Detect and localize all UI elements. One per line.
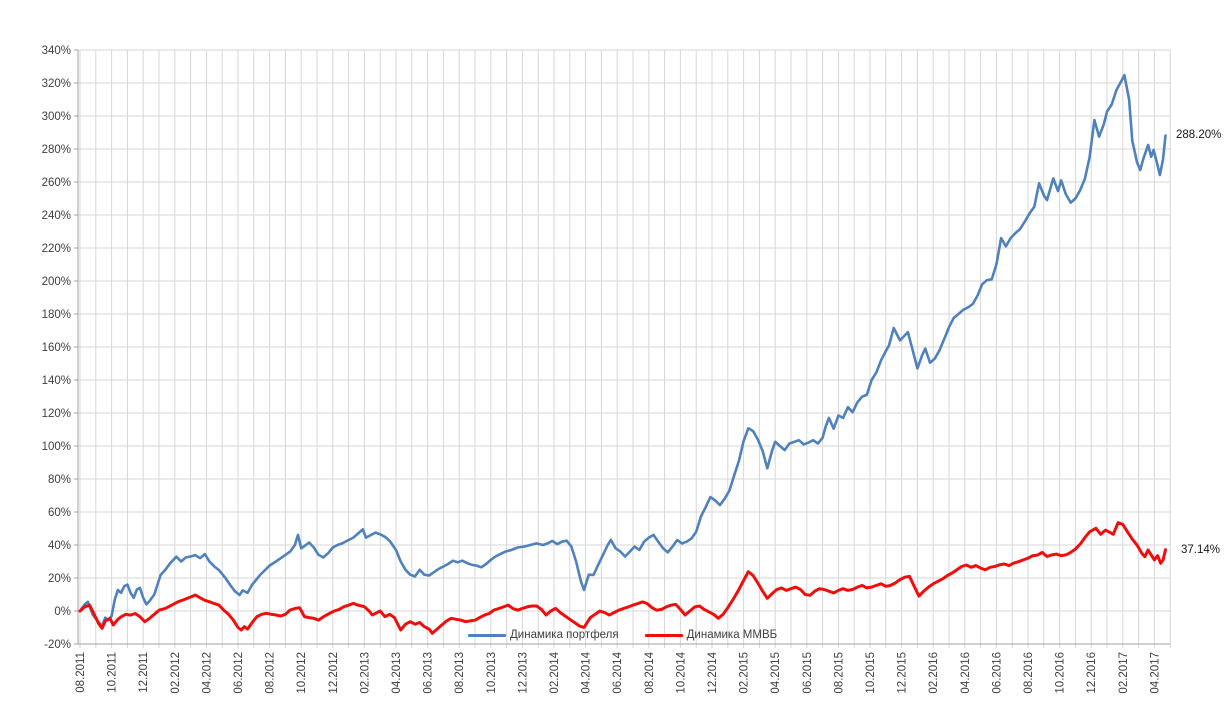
x-tick-label: 10.2011 [107, 652, 119, 693]
y-tick-label: 300% [42, 111, 71, 123]
y-tick-label: 80% [48, 474, 71, 486]
x-tick-label: 12.2016 [1086, 652, 1098, 694]
x-tick-label: 10.2013 [486, 652, 498, 694]
x-tick-label: 10.2012 [296, 652, 308, 694]
portfolio-series-line [78, 73, 1167, 628]
x-tick-label: 04.2012 [201, 652, 213, 694]
x-tick-label: 02.2012 [170, 652, 182, 694]
micex-line-swatch [644, 633, 683, 637]
x-tick-label: 08.2014 [644, 651, 656, 693]
x-tick-label: 10.2015 [865, 652, 877, 694]
x-tick-label: 08.2013 [454, 652, 466, 694]
legend: Динамика портфеля Динамика ММВБ [468, 629, 777, 641]
legend-item-portfolio: Динамика портфеля [468, 629, 619, 641]
x-tick-label: 12.2014 [707, 651, 719, 693]
x-tick-label: 02.2016 [928, 652, 940, 694]
y-tick-label: 140% [42, 375, 71, 387]
y-tick-label: 220% [42, 243, 71, 255]
x-tick-label: 04.2017 [1149, 652, 1161, 694]
y-tick-label: -20% [44, 639, 71, 651]
y-tick-label: 0% [54, 606, 71, 618]
y-tick-label: 40% [48, 540, 71, 552]
y-tick-label: 260% [42, 177, 71, 189]
y-tick-label: 160% [42, 342, 71, 354]
legend-item-micex: Динамика ММВБ [644, 629, 778, 641]
x-tick-label: 06.2015 [802, 652, 814, 694]
y-tick-label: 120% [42, 408, 71, 420]
x-tick-label: 04.2015 [770, 652, 782, 694]
x-tick-label: 10.2014 [675, 651, 687, 693]
legend-label-portfolio: Динамика портфеля [510, 629, 619, 641]
y-tick-label: 60% [48, 507, 71, 519]
y-tick-label: 200% [42, 276, 71, 288]
x-tick-label: 02.2014 [549, 651, 561, 693]
x-tick-label: 10.2016 [1055, 652, 1067, 694]
x-tick-label: 06.2014 [612, 651, 624, 693]
x-tick-label: 02.2015 [739, 652, 751, 694]
legend-label-micex: Динамика ММВБ [686, 629, 778, 641]
x-tick-label: 02.2017 [1118, 652, 1130, 694]
x-tick-label: 06.2013 [423, 652, 435, 694]
portfolio-end-value-label: 288.20% [1176, 129, 1222, 141]
x-tick-label: 08.2011 [75, 652, 87, 693]
y-tick-label: 320% [42, 78, 71, 90]
x-tick-label: 08.2015 [833, 652, 845, 694]
x-tick-label: 04.2013 [391, 652, 403, 694]
y-tick-label: 20% [48, 573, 71, 585]
portfolio-line-swatch [468, 633, 506, 637]
x-tick-label: 04.2016 [960, 652, 972, 694]
micex-series-line [78, 521, 1167, 635]
x-tick-label: 04.2014 [581, 651, 593, 693]
x-tick-label: 12.2015 [897, 652, 909, 694]
y-tick-label: 240% [42, 210, 71, 222]
x-tick-label: 02.2013 [359, 652, 371, 694]
x-tick-label: 08.2012 [265, 652, 277, 694]
x-tick-label: 12.2011 [138, 652, 150, 693]
y-tick-label: 280% [42, 144, 71, 156]
micex-end-value-label: 37.14% [1181, 544, 1221, 556]
x-tick-label: 06.2016 [991, 652, 1003, 694]
y-tick-label: 180% [42, 309, 71, 321]
x-tick-label: 12.2012 [328, 652, 340, 694]
x-tick-label: 06.2012 [233, 652, 245, 694]
x-tick-label: 08.2016 [1023, 652, 1035, 694]
y-tick-label: 100% [42, 441, 71, 453]
y-tick-label: 340% [42, 45, 71, 57]
x-tick-label: 12.2013 [517, 652, 529, 694]
